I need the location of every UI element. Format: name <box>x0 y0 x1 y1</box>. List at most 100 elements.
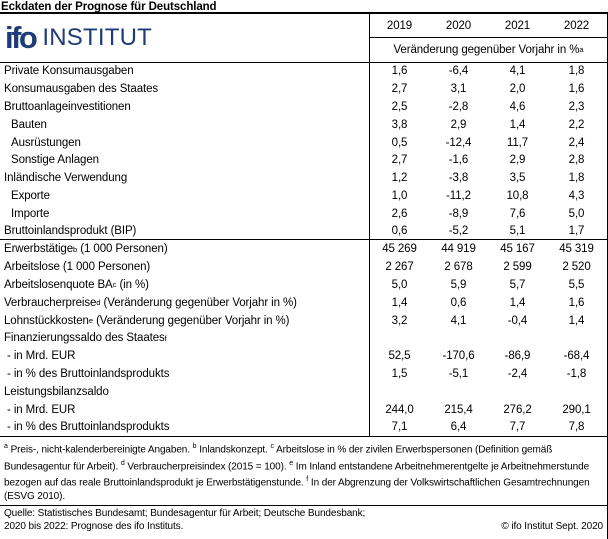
row-value: 3,8 <box>391 118 408 131</box>
row-value: 2,9 <box>509 154 526 167</box>
row-value: 2,6 <box>391 207 408 220</box>
year-header-row: 2019 2020 2021 2022 <box>370 14 607 38</box>
row-value: 1,5 <box>391 367 408 380</box>
unit-header: Veränderung gegenüber Vorjahr in % a <box>370 38 607 62</box>
page-title: Eckdaten der Prognose für Deutschland <box>0 0 608 14</box>
row-value: -12,4 <box>445 136 472 149</box>
table-row: Ausrüstungen 0,5 -12,4 11,7 2,4 <box>0 133 607 152</box>
table-row: Bauten 3,8 2,9 1,4 2,2 <box>0 115 607 134</box>
row-value: 2,9 <box>450 118 467 131</box>
row-value: 4,1 <box>509 65 526 78</box>
row-label: Verbraucherpreise d (Veränderung gegenübe… <box>0 293 370 312</box>
footnote-marker: e <box>289 459 294 467</box>
row-value: 52,5 <box>388 350 411 363</box>
row-value: -1,6 <box>448 154 469 167</box>
table-row: Inländische Verwendung 1,2 -3,8 3,5 1,8 <box>0 169 607 188</box>
row-value: 7,6 <box>509 207 526 220</box>
row-value: 2,4 <box>568 136 585 149</box>
row-value: 1,7 <box>568 225 585 238</box>
row-value: 290,1 <box>562 403 591 416</box>
footnote-marker: a <box>4 443 8 451</box>
row-value: 4,3 <box>568 189 585 202</box>
year-header-2020: 2020 <box>445 19 472 32</box>
row-value: 2 678 <box>444 261 473 274</box>
row-value: -5,2 <box>448 225 469 238</box>
table-row: Erwerbstätige b (1 000 Personen) 45 269 44 … <box>0 240 607 259</box>
row-value: 6,4 <box>450 421 467 434</box>
row-value: -0,4 <box>507 314 528 327</box>
source-line-2: 2020 bis 2022: Prognose des ifo Institut… <box>4 521 184 533</box>
footnote-marker: d <box>120 459 125 467</box>
row-value: 4,1 <box>450 314 467 327</box>
row-value: 3,5 <box>509 172 526 185</box>
table-row: Arbeitslose (1 000 Personen) 2 267 2 678 2 … <box>0 258 607 277</box>
row-value: 2,7 <box>391 154 408 167</box>
row-label: Bruttoinlandsprodukt (BIP) <box>0 222 370 240</box>
table-header: ifo INSTITUT 2019 2020 2021 2022 Verände… <box>0 14 607 63</box>
row-value: 3,1 <box>450 83 467 96</box>
row-label: - in % des Bruttoinlandsprodukts <box>0 365 370 383</box>
source-block: Quelle: Statistisches Bundesamt; Bundesa… <box>0 506 607 534</box>
row-label: Arbeitslosenquote BA c (in %) <box>0 276 370 294</box>
footnote-marker: b <box>192 443 197 451</box>
row-label: Lohnstückkosten e (Veränderung gegenüber … <box>0 311 370 330</box>
table-body: Private Konsumausgaben 1,6 -6,4 4,1 1,8 Konsu… <box>0 62 607 438</box>
row-label: Importe <box>0 204 370 223</box>
row-label: Leistungsbilanzsaldo <box>0 382 370 401</box>
row-value: 0,5 <box>391 136 408 149</box>
row-value: 5,0 <box>568 207 585 220</box>
row-value: -170,6 <box>442 350 475 363</box>
row-value: 1,2 <box>391 172 408 185</box>
table-row: Arbeitslosenquote BA c (in %) 5,0 5,9 5,7 5,5 <box>0 276 607 294</box>
row-value: 1,6 <box>568 296 585 309</box>
row-label: - in Mrd. EUR <box>0 347 370 366</box>
row-label: Erwerbstätige b (1 000 Personen) <box>0 240 370 259</box>
row-value: 2 520 <box>562 261 591 274</box>
row-value: 45 269 <box>382 243 417 256</box>
row-value: 2 599 <box>503 261 532 274</box>
row-label: Konsumausgaben des Staates <box>0 80 370 99</box>
table-row: - in % des Bruttoinlandsprodukts 7,1 6,4 7,… <box>0 418 607 437</box>
row-label: Bauten <box>0 115 370 134</box>
row-value: 5,1 <box>509 225 526 238</box>
table-row: Bruttoinlandsprodukt (BIP) 0,6 -5,2 5,1 1,7 <box>0 222 607 241</box>
row-value: -68,4 <box>563 350 590 363</box>
row-label: - in Mrd. EUR <box>0 400 370 419</box>
row-value: 0,6 <box>450 296 467 309</box>
row-label: Finanzierungssaldo des Staates f <box>0 329 370 348</box>
row-value: 2,5 <box>391 100 408 113</box>
row-value: 244,0 <box>385 403 414 416</box>
row-value: 1,4 <box>568 314 585 327</box>
row-value: 11,7 <box>506 136 529 149</box>
table-row: Finanzierungssaldo des Staates f <box>0 329 607 348</box>
row-value: 44 919 <box>441 243 476 256</box>
row-value: 7,1 <box>391 421 408 434</box>
table-row: Leistungsbilanzsaldo <box>0 382 607 401</box>
table-row: Lohnstückkosten e (Veränderung gegenüber … <box>0 311 607 330</box>
row-label: Arbeitslose (1 000 Personen) <box>0 258 370 277</box>
row-label: Private Konsumausgaben <box>0 62 370 81</box>
row-value: 1,8 <box>568 65 585 78</box>
row-value: 2 267 <box>385 261 414 274</box>
table-row: - in Mrd. EUR 244,0 215,4 276,2 290,1 <box>0 400 607 419</box>
year-header-2019: 2019 <box>386 19 413 32</box>
row-value: -86,9 <box>504 350 531 363</box>
row-label: Exporte <box>0 187 370 205</box>
row-value: -3,8 <box>448 172 469 185</box>
row-label: - in % des Bruttoinlandsprodukts <box>0 418 370 437</box>
year-header-2021: 2021 <box>504 19 531 32</box>
row-value: 7,8 <box>568 421 585 434</box>
row-value: 1,6 <box>391 65 408 78</box>
row-value: 2,3 <box>568 100 585 113</box>
row-value: 1,4 <box>509 118 526 131</box>
row-value: -1,8 <box>566 367 587 380</box>
row-label: Inländische Verwendung <box>0 169 370 188</box>
row-value: 4,6 <box>509 100 526 113</box>
footnote-marker: c <box>270 443 274 451</box>
row-value: -11,2 <box>446 189 471 202</box>
row-value: 215,4 <box>444 403 473 416</box>
year-header-block: 2019 2020 2021 2022 Veränderung gegenübe… <box>370 14 607 62</box>
row-value: -6,4 <box>448 65 469 78</box>
footnote-marker: f <box>306 476 309 484</box>
